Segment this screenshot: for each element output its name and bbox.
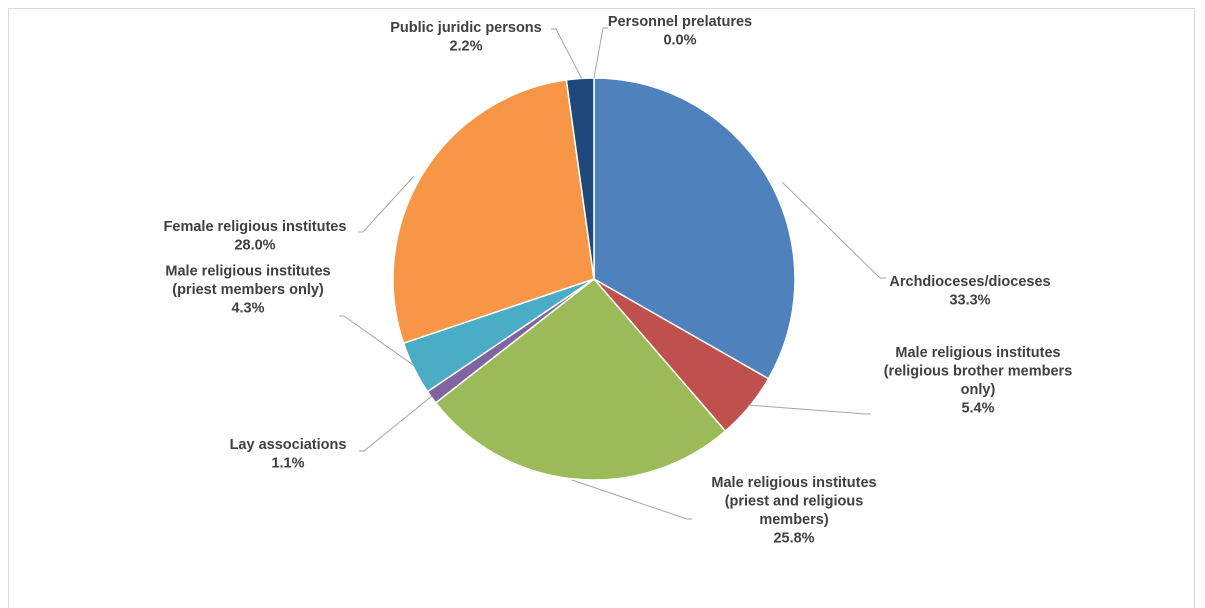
slice-label-6: Female religious institutes 28.0% [164,219,347,254]
slice-label-1: Archdioceses/dioceses 33.3% [889,274,1050,309]
slice-label-7: Public juridic persons 2.2% [390,20,541,55]
slice-value-label: 2.2% [449,39,482,55]
slice-name-label: (priest and religious [725,494,864,510]
slice-name-label: (priest members only) [172,282,324,298]
slice-name-label: Archdioceses/dioceses [889,274,1050,290]
slice-value-label: 28.0% [234,238,275,254]
pie-slice-1 [593,77,796,380]
leader-line-2 [747,404,871,415]
slice-label-3: Male religious institutes (priest and rel… [711,475,876,547]
slice-name-label: Public juridic persons [390,20,541,36]
pie-slice-7 [565,77,595,280]
slice-label-5: Male religious institutes (priest members… [165,264,330,317]
leader-lines [339,27,886,520]
leader-line-4 [359,395,433,452]
pie-slice-6 [392,79,595,345]
slice-name-label: only) [961,382,996,398]
slice-name-label: members) [759,512,828,528]
chart-frame [8,8,1195,608]
slice-name-label: Male religious institutes [711,475,876,491]
slice-name-label: Lay associations [230,437,347,453]
leader-line-8 [593,27,608,79]
slice-name-label: Male religious institutes [165,264,330,280]
slice-name-label: Female religious institutes [164,219,347,235]
leader-line-6 [358,175,415,233]
slice-value-label: 33.3% [949,293,990,309]
leader-line-5 [339,315,414,366]
leader-line-1 [781,181,886,279]
slice-labels: Archdioceses/dioceses 33.3% Male religious… [164,14,1073,547]
slice-value-label: 5.4% [961,401,994,417]
slice-label-8: Personnel prelatures 0.0% [608,14,752,49]
slice-value-label: 1.1% [271,456,304,472]
slice-name-label: Male religious institutes [895,345,1060,361]
slice-label-4: Lay associations 1.1% [230,437,347,472]
leader-line-3 [571,479,692,520]
slice-value-label: 4.3% [231,301,264,317]
pie-slices [392,77,796,481]
slice-value-label: 25.8% [773,531,814,547]
leader-line-7 [551,28,583,80]
slice-value-label: 0.0% [663,33,696,49]
slice-name-label: (religious brother members [884,364,1073,380]
slice-label-2: Male religious institutes (religious brot… [884,345,1073,417]
pie-slice-3 [434,277,727,481]
slice-name-label: Personnel prelatures [608,14,752,30]
